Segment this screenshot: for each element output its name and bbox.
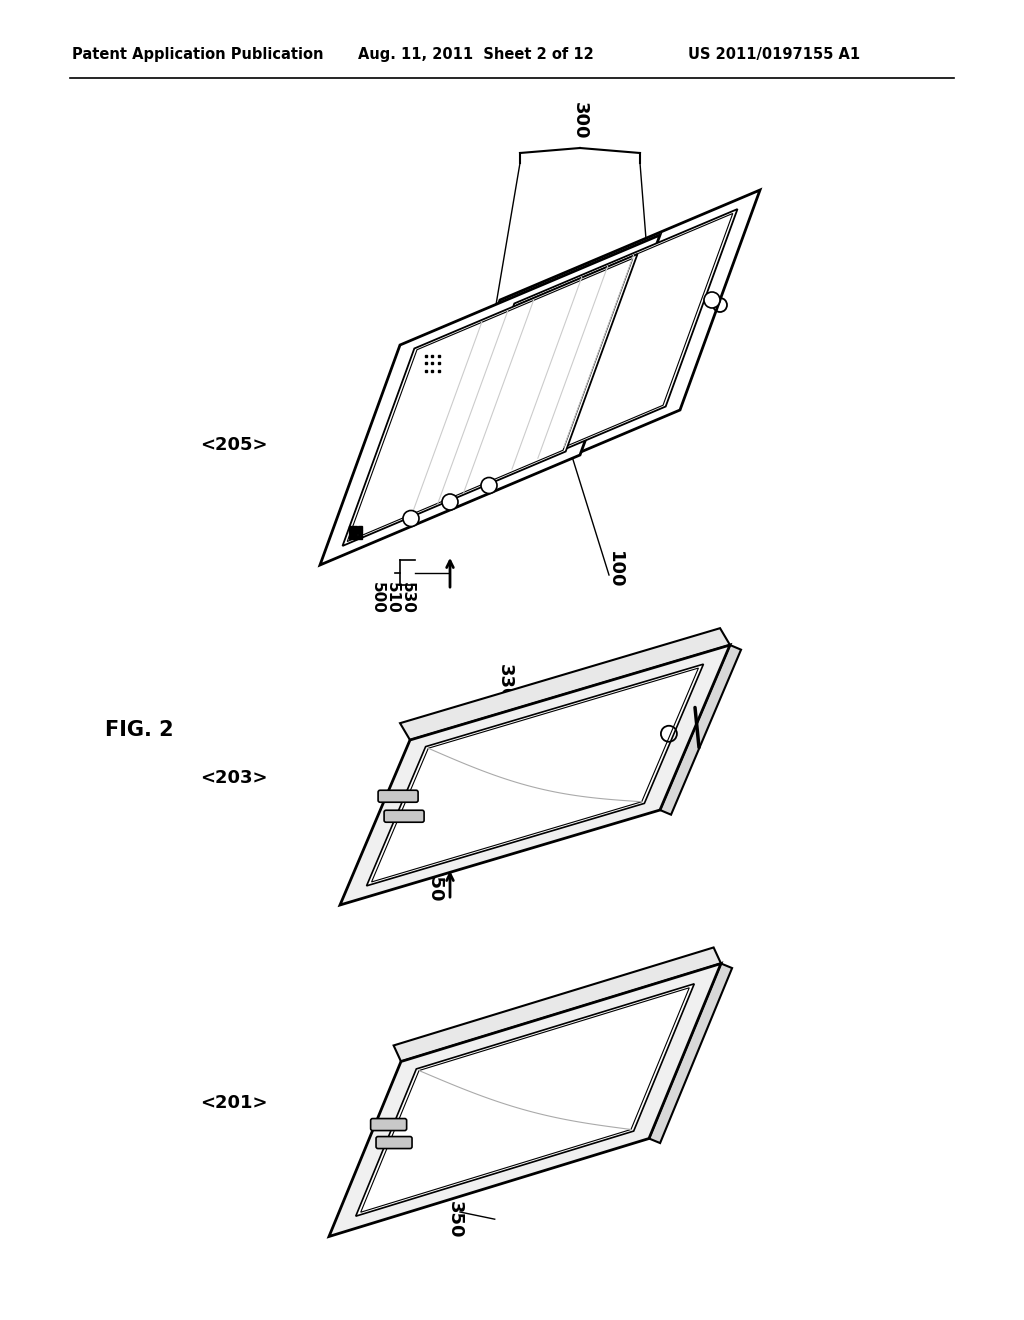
Polygon shape [660,645,741,814]
Polygon shape [367,664,703,886]
Text: FIG. 2: FIG. 2 [105,719,174,741]
Text: 510: 510 [384,582,399,614]
Text: 300: 300 [571,103,589,140]
Polygon shape [340,645,730,906]
Polygon shape [347,259,633,541]
Text: 500: 500 [370,582,384,614]
Polygon shape [319,235,660,565]
Text: 100: 100 [606,552,624,589]
Polygon shape [400,628,730,741]
Polygon shape [360,987,689,1212]
Text: <203>: <203> [200,770,267,787]
Text: 330: 330 [496,664,514,702]
FancyBboxPatch shape [378,791,418,803]
Text: Patent Application Publication: Patent Application Publication [72,48,324,62]
Polygon shape [393,948,721,1061]
Text: 330: 330 [636,284,654,322]
FancyBboxPatch shape [384,810,424,822]
Text: US 2011/0197155 A1: US 2011/0197155 A1 [688,48,860,62]
Text: Aug. 11, 2011  Sheet 2 of 12: Aug. 11, 2011 Sheet 2 of 12 [358,48,594,62]
Polygon shape [329,964,721,1237]
Polygon shape [649,964,732,1143]
Polygon shape [342,253,638,546]
Circle shape [403,511,419,527]
Text: 350: 350 [426,865,444,903]
Circle shape [442,494,458,510]
Text: 530: 530 [399,582,415,614]
Text: <205>: <205> [200,436,267,454]
Text: <201>: <201> [200,1094,267,1111]
FancyBboxPatch shape [376,1137,412,1148]
Polygon shape [355,983,694,1216]
Text: 350: 350 [446,1201,464,1238]
Circle shape [705,292,720,308]
FancyBboxPatch shape [371,1118,407,1130]
Text: 100: 100 [666,669,684,706]
Polygon shape [447,214,733,496]
Polygon shape [372,668,698,882]
Polygon shape [420,190,760,520]
Polygon shape [442,209,737,500]
Circle shape [481,478,497,494]
Text: 310: 310 [461,329,479,367]
